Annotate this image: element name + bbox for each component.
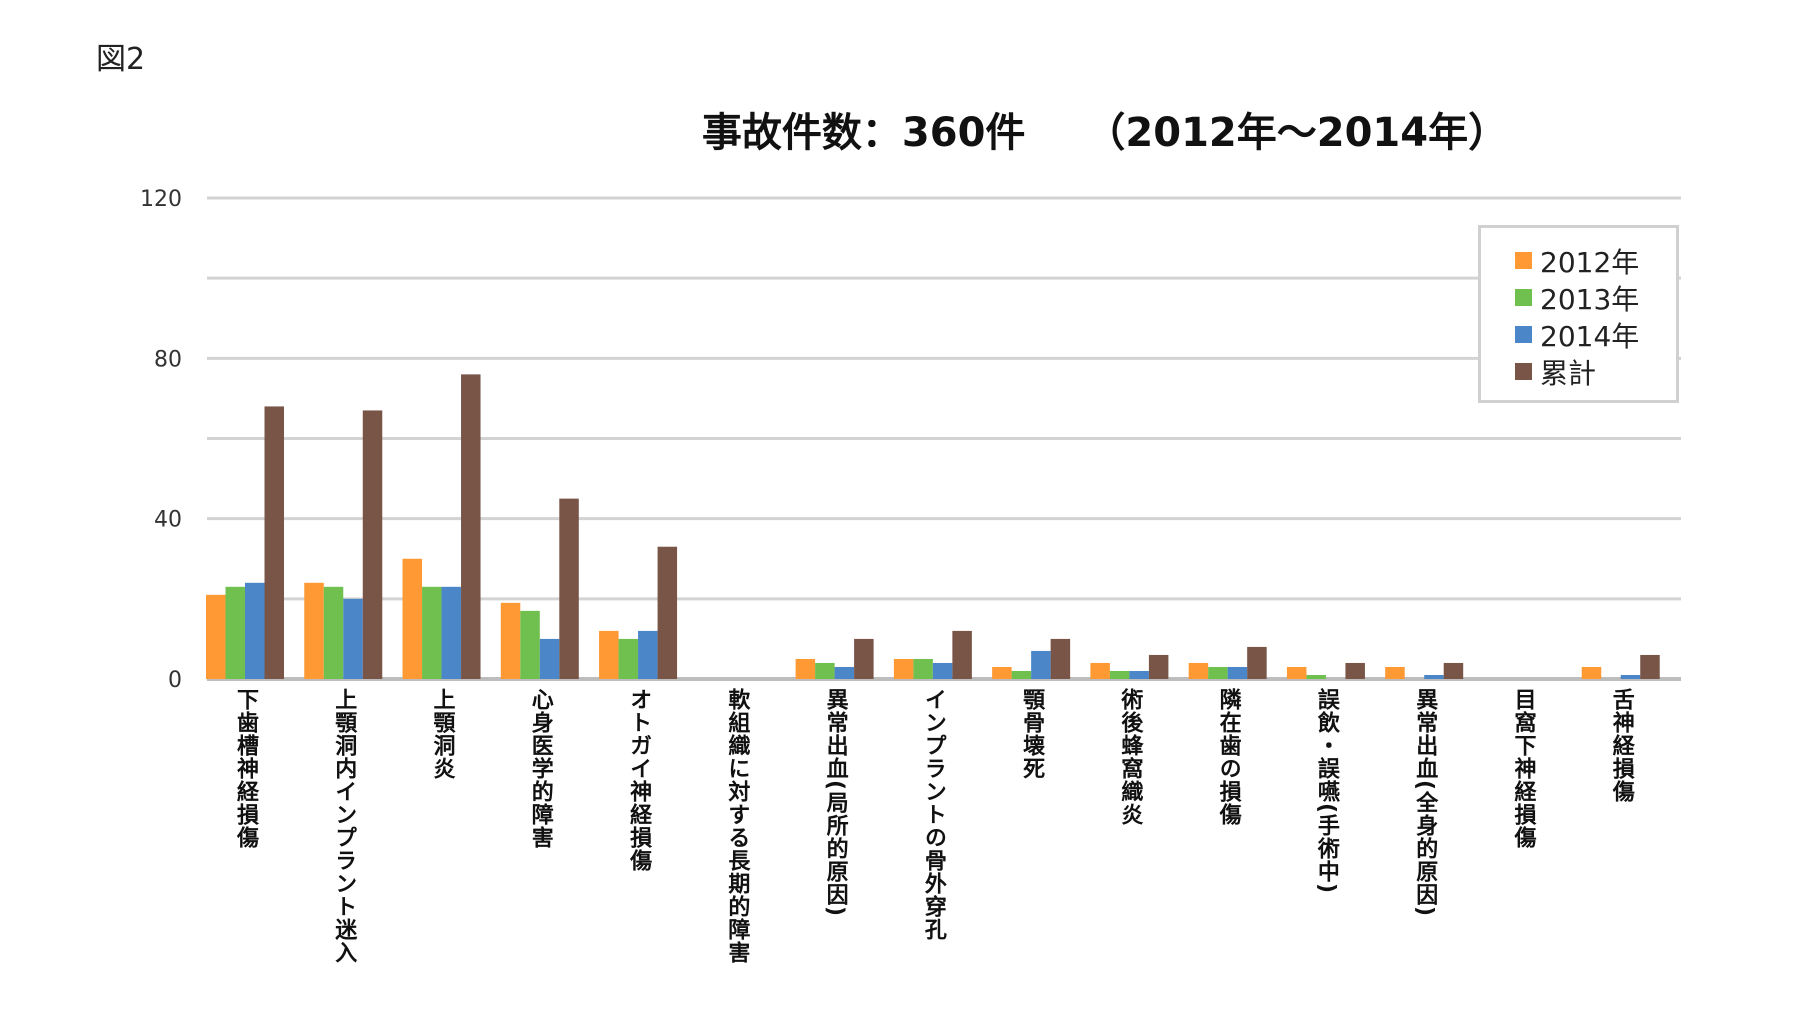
- bar-2012: [599, 630, 619, 679]
- bar-2012: [893, 658, 914, 679]
- bar-2012: [304, 582, 324, 679]
- x-tick-label: 誤飲・誤嚥(手術中): [1313, 688, 1339, 895]
- legend-item: 2013年: [1515, 279, 1676, 316]
- legend-item: 累計: [1515, 353, 1676, 390]
- bar-2013: [1011, 670, 1032, 679]
- y-tick-label: 80: [154, 347, 182, 372]
- legend-swatch: [1515, 363, 1532, 380]
- bar-total: [1443, 662, 1464, 679]
- legend-item: 2012年: [1515, 242, 1676, 279]
- bar-total: [559, 498, 579, 679]
- bar-2013: [815, 662, 835, 679]
- bar-2012: [1581, 666, 1602, 679]
- bar-2014: [1227, 666, 1248, 679]
- bar-2013: [323, 586, 344, 679]
- bar-2014: [1620, 674, 1641, 679]
- bar-total: [657, 546, 678, 679]
- legend-swatch: [1515, 252, 1532, 269]
- bar-total: [1148, 654, 1169, 679]
- bar-2012: [1188, 662, 1209, 679]
- bar-2013: [1208, 666, 1228, 679]
- bar-2014: [932, 662, 953, 679]
- bar-total: [1050, 638, 1071, 679]
- bar-2012: [1286, 666, 1307, 679]
- bar-total: [461, 374, 481, 679]
- figure-label: 図2: [96, 42, 146, 77]
- bar-2012: [795, 658, 816, 679]
- bar-2012: [1090, 662, 1110, 679]
- x-tick-label: 舌神経損傷: [1608, 688, 1634, 803]
- bar-2014: [1424, 674, 1444, 679]
- bar-total: [854, 638, 874, 679]
- bar-total: [952, 630, 972, 679]
- bar-total: [264, 406, 284, 679]
- legend-label: 2012年: [1540, 245, 1640, 279]
- bar-2014: [1031, 650, 1051, 679]
- y-tick-label: 0: [168, 668, 182, 693]
- bar-2014: [245, 582, 265, 679]
- bar-2013: [422, 586, 442, 679]
- x-tick-label: 上顎洞内インプラント迷入: [331, 688, 357, 964]
- bar-2012: [402, 558, 423, 679]
- legend-swatch: [1515, 326, 1532, 343]
- bar-2013: [1109, 670, 1130, 679]
- x-tick-label: 隣在歯の損傷: [1215, 688, 1241, 826]
- bar-2013: [913, 658, 933, 679]
- bar-2014: [638, 630, 658, 679]
- x-tick-label: オトガイ神経損傷: [626, 688, 652, 872]
- x-tick-label: 異常出血(全身的原因): [1412, 688, 1438, 918]
- bar-2012: [500, 602, 521, 679]
- x-tick-label: 目窩下神経損傷: [1510, 688, 1536, 849]
- bar-2013: [520, 610, 540, 679]
- bar-2013: [1306, 674, 1326, 679]
- legend-item: 2014年: [1515, 316, 1676, 353]
- x-tick-label: 顎骨壊死: [1019, 688, 1045, 780]
- bar-2014: [441, 586, 462, 679]
- x-tick-label: 下歯槽神経損傷: [233, 688, 258, 849]
- legend-label: 累計: [1540, 356, 1597, 390]
- bar-2014: [539, 638, 560, 679]
- y-tick-label: 120: [140, 187, 182, 212]
- bar-total: [1345, 662, 1365, 679]
- bar-total: [1640, 654, 1660, 679]
- bar-2013: [618, 638, 639, 679]
- bar-2014: [1129, 670, 1149, 679]
- x-tick-label: 軟組織に対する長期的障害: [724, 688, 750, 964]
- chart-title: 事故件数：360件 （2012年～2014年）: [701, 110, 1509, 156]
- x-tick-label: 異常出血(局所的原因): [822, 688, 848, 918]
- bar-2012: [992, 666, 1012, 679]
- x-tick-label: 上顎洞炎: [429, 688, 455, 780]
- bar-2013: [225, 586, 245, 679]
- x-tick-label: 術後蜂窩織炎: [1117, 688, 1143, 826]
- x-tick-label: インプラントの骨外穿孔: [920, 688, 946, 941]
- legend-label: 2014年: [1540, 319, 1640, 353]
- legend-label: 2013年: [1540, 282, 1640, 316]
- bar-2014: [343, 598, 363, 679]
- x-tick-label: 心身医学的障害: [527, 688, 553, 849]
- y-tick-label: 40: [154, 508, 182, 533]
- bar-total: [1247, 646, 1267, 679]
- bar-2014: [834, 666, 855, 679]
- legend: 2012年 2013年 2014年 累計: [1478, 225, 1679, 403]
- legend-swatch: [1515, 289, 1532, 306]
- bar-2012: [1385, 666, 1405, 679]
- bar-2012: [206, 594, 226, 679]
- bar-total: [362, 410, 383, 679]
